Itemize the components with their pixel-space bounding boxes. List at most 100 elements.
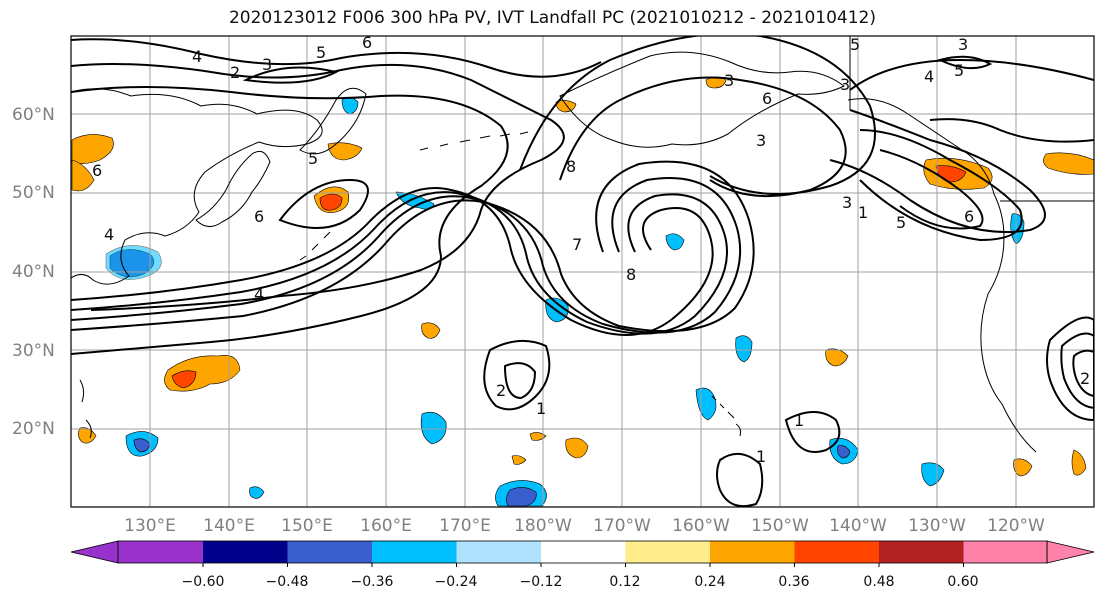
contour-label: 3	[842, 193, 852, 212]
shade-blob	[511, 455, 527, 465]
contour-label: 6	[254, 207, 264, 226]
contour-label: 2	[230, 63, 240, 82]
lon-label: 170°W	[593, 516, 651, 536]
pv-contour	[849, 58, 1094, 91]
shade-blob	[665, 233, 685, 251]
contour-label: 1	[858, 203, 868, 222]
pv-contour	[71, 38, 602, 78]
colorbar-bin	[625, 541, 711, 563]
shade-blob	[319, 193, 343, 211]
colorbar-tick-label: −0.48	[266, 574, 309, 590]
lat-label: 30°N	[12, 341, 55, 361]
colorbar-tick-label: 0.48	[863, 574, 894, 590]
contour-label: 6	[964, 207, 974, 226]
shade-blob	[421, 322, 441, 339]
contour-label: 5	[850, 35, 860, 54]
coastlines	[71, 36, 1094, 453]
pv-contour	[71, 86, 509, 355]
pv-contours	[71, 36, 1094, 507]
colorbar-extend-max	[1046, 540, 1095, 564]
colorbar-tick-label: −0.60	[182, 574, 225, 590]
pv-contour	[784, 411, 841, 453]
contour-label: 5	[954, 61, 964, 80]
island-hawaii	[711, 395, 741, 437]
pv-contour	[71, 187, 714, 336]
lat-label: 20°N	[12, 419, 55, 439]
island-kuril	[299, 231, 331, 261]
contour-label: 3	[958, 35, 968, 54]
graticule	[71, 36, 1094, 507]
pv-contour	[859, 129, 1023, 242]
coastline-japan	[195, 150, 271, 227]
contour-label: 2	[1080, 369, 1090, 388]
contour-label: 7	[572, 235, 582, 254]
colorbar-bin	[203, 541, 288, 563]
pv-contour	[71, 177, 742, 334]
colorbar-bin	[118, 541, 203, 563]
colorbar-bin	[287, 541, 373, 563]
contour-label: 5	[308, 149, 318, 168]
contour-label: 3	[724, 71, 734, 90]
shade-blob	[71, 159, 95, 192]
pv-contour	[503, 362, 537, 400]
shade-blob	[105, 245, 162, 280]
lat-label: 40°N	[12, 262, 55, 282]
lat-label: 50°N	[12, 183, 55, 203]
pv-contour	[519, 36, 876, 195]
pv-contour	[829, 109, 1046, 233]
island-philippines	[79, 379, 92, 439]
pv-contour	[1072, 349, 1094, 398]
colorbar-tick-label: 0.24	[694, 574, 725, 590]
latitude-labels: 60°N 50°N 40°N 30°N 20°N	[12, 105, 55, 439]
shade-blob	[249, 486, 265, 499]
colorbar-tick-label: −0.36	[351, 574, 394, 590]
lon-label: 160°W	[672, 516, 730, 536]
contour-label: 3	[262, 55, 272, 74]
shade-blob	[420, 411, 447, 445]
contour-labels: 4 2 3 5 6 5 4 6 8 7 8 3 6 3 3 5 3 5 4 3 …	[92, 33, 1090, 466]
pv-contour	[929, 118, 1094, 143]
colorbar-tick-label: 0.12	[609, 574, 640, 590]
colorbar-bin	[372, 541, 457, 563]
lon-label: 140°W	[829, 516, 887, 536]
pv-contour	[937, 55, 993, 70]
pv-contour	[242, 66, 339, 84]
lat-label: 60°N	[12, 105, 55, 125]
colorbar-bin	[710, 541, 795, 563]
lon-label: 150°W	[751, 516, 809, 536]
contour-label: 3	[756, 131, 766, 150]
lon-label: 140°E	[203, 516, 255, 536]
shade-blob	[133, 438, 151, 453]
coastline-alaska	[559, 51, 845, 148]
shade-blob	[555, 100, 577, 113]
island-aleutians	[419, 131, 529, 151]
shade-blob	[1071, 449, 1087, 476]
pv-contour	[483, 339, 551, 411]
shade-blob	[327, 142, 363, 161]
colorbar-ticks: −0.60 −0.48 −0.36 −0.24 −0.12 0.12 0.24 …	[182, 574, 979, 590]
colorbar-tick-label: −0.24	[435, 574, 478, 590]
coastline-kamchatka	[299, 87, 367, 155]
shade-blob	[921, 462, 945, 487]
colorbar-tick-label: −0.12	[520, 574, 563, 590]
contour-label: 1	[536, 399, 546, 418]
shade-blob	[529, 432, 547, 441]
pv-contour	[278, 178, 369, 229]
lon-label: 130°E	[124, 516, 176, 536]
colorbar-bin	[456, 541, 542, 563]
pv-contour	[1046, 316, 1094, 422]
lon-label: 170°E	[439, 516, 491, 536]
lon-label: 180°W	[514, 516, 572, 536]
colorbar-tick-label: 0.36	[778, 574, 809, 590]
colorbar-extend-min	[70, 540, 119, 564]
shade-blob	[837, 445, 851, 459]
pv-contour	[716, 453, 764, 507]
contour-label: 6	[92, 161, 102, 180]
shade-blob	[735, 335, 753, 363]
colorbar	[70, 540, 1095, 567]
contour-label: 5	[316, 43, 326, 62]
shade-blob	[71, 134, 114, 164]
shade-blob	[506, 487, 537, 507]
colorbar-bin	[879, 541, 964, 563]
